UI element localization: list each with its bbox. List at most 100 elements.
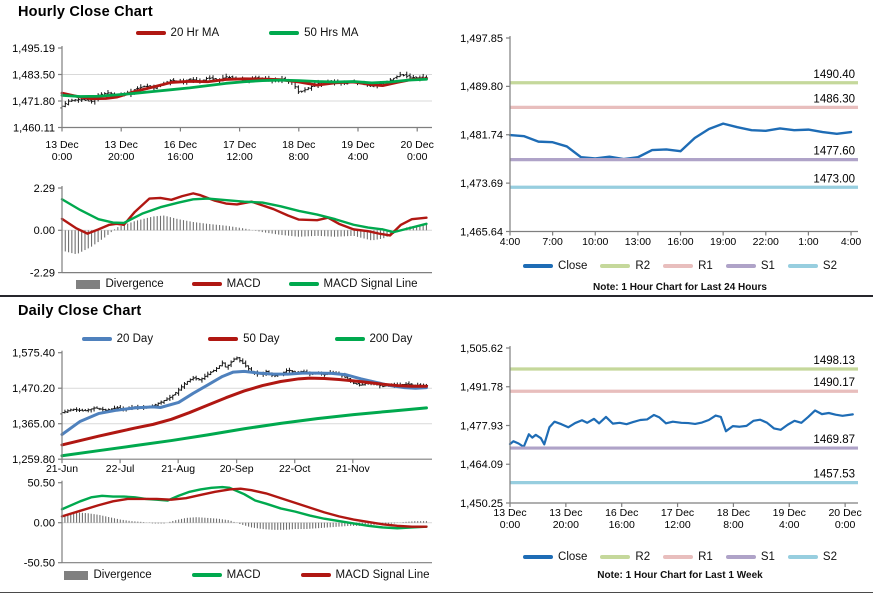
legend-item: MACD Signal Line xyxy=(300,569,430,581)
hourly_macd-plot: 2.29 0.00 -2.29 xyxy=(30,183,432,279)
y-tick-label: 1,365.00 xyxy=(12,419,55,431)
close-line xyxy=(508,122,853,161)
line-swatch-icon xyxy=(191,573,222,577)
y-tick-label: 1,470.20 xyxy=(12,383,55,395)
series-20-hr-ma xyxy=(60,77,428,101)
legend-item: S2 xyxy=(787,551,837,563)
series-20-day xyxy=(60,369,428,436)
y-tick-label: 1,473.69 xyxy=(460,178,503,190)
legend-item: S1 xyxy=(725,260,775,272)
legend-item: 50 Hrs MA xyxy=(269,27,358,39)
x-tick-label: 13 Dec 0:00 xyxy=(493,507,526,531)
note-last-24-hours: Note: 1 Hour Chart for Last 24 Hours xyxy=(593,282,767,293)
legend-label: Divergence xyxy=(93,569,152,581)
legend-item: R1 xyxy=(663,551,713,563)
y-tick-label: 2.29 xyxy=(34,183,55,195)
legend-item: Close xyxy=(523,260,587,272)
x-tick-label: 22:00 xyxy=(753,236,779,248)
legend-label: S1 xyxy=(760,260,775,272)
y-tick-label: 1,491.78 xyxy=(460,382,503,394)
legend-label: MACD xyxy=(226,278,261,290)
x-tick-label: 1:00 xyxy=(798,236,819,248)
line-swatch-icon xyxy=(269,31,300,35)
x-tick-label: 7:00 xyxy=(542,236,563,248)
y-tick-label: 0.00 xyxy=(34,518,55,530)
legend-item: Divergence xyxy=(76,278,164,290)
line-swatch-icon xyxy=(663,264,694,268)
line-swatch-icon xyxy=(191,282,222,286)
hourly-close-chart-title: Hourly Close Chart xyxy=(18,4,153,20)
x-tick-label: 13 Dec 0:00 xyxy=(45,139,78,163)
y-tick-label: 1,497.85 xyxy=(460,33,503,45)
bar-swatch-icon xyxy=(76,279,101,289)
line-swatch-icon xyxy=(663,555,694,559)
line-swatch-icon xyxy=(208,337,239,341)
legend-label: S2 xyxy=(822,551,837,563)
pivot-label-s1: 1469.87 xyxy=(813,434,855,446)
hourly_close-plot: 1,495.19 1,483.50 1,471.80 1,460.11 13 Dec 0:… xyxy=(12,43,434,163)
week-legend: Close R2 R1 S1 S2 xyxy=(500,551,860,563)
x-tick-label: 20 Dec 0:00 xyxy=(401,139,434,163)
x-tick-label: 19 Dec 4:00 xyxy=(773,507,806,531)
x-tick-label: 13 Dec 20:00 xyxy=(549,507,582,531)
pivot-label-r1: 1490.17 xyxy=(813,377,855,389)
x-tick-label: 4:00 xyxy=(841,236,862,248)
y-tick-label: 1,575.40 xyxy=(12,348,55,360)
y-tick-label: 50.50 xyxy=(27,478,55,490)
series-macd xyxy=(60,485,428,530)
x-tick-label: 16 Dec 16:00 xyxy=(605,507,638,531)
bottom-divider xyxy=(0,592,873,593)
series-50-day xyxy=(60,376,428,447)
x-tick-label: 16 Dec 16:00 xyxy=(164,139,197,163)
pivot-label-r2: 1490.40 xyxy=(813,69,855,81)
legend-item: 20 Day xyxy=(81,333,153,345)
legend-item: S2 xyxy=(787,260,837,272)
x-tick-label: 21-Jun xyxy=(46,463,78,475)
legend-item: 20 Hr MA xyxy=(135,27,220,39)
legend-label: MACD Signal Line xyxy=(323,278,418,290)
daily-ma-legend: 20 Day 50 Day 200 Day xyxy=(62,333,432,345)
legend-item: 50 Day xyxy=(208,333,280,345)
series-200-day xyxy=(60,406,428,458)
y-tick-label: 1,465.64 xyxy=(460,226,503,238)
line-swatch-icon xyxy=(300,573,331,577)
x-tick-label: 10:00 xyxy=(582,236,608,248)
x-tick-label: 13 Dec 20:00 xyxy=(105,139,138,163)
x-tick-label: 22-Oct xyxy=(279,463,311,475)
week-plot: 1498.13 1490.17 1469.87 1457.53 1,505.62 1,49… xyxy=(460,343,862,531)
x-tick-label: 4:00 xyxy=(500,236,521,248)
line-swatch-icon xyxy=(334,337,365,341)
line-swatch-icon xyxy=(725,264,756,268)
legend-label: MACD xyxy=(226,569,261,581)
line-swatch-icon xyxy=(787,555,818,559)
legend-item: R2 xyxy=(600,260,650,272)
bar-swatch-icon xyxy=(64,570,89,580)
legend-label: 50 Day xyxy=(243,333,280,345)
legend-label: R1 xyxy=(698,551,713,563)
y-tick-label: -2.29 xyxy=(30,267,55,279)
x-tick-label: 17 Dec 12:00 xyxy=(661,507,694,531)
series-macd-signal-line xyxy=(60,487,428,528)
hourly-ma-legend: 20 Hr MA 50 Hrs MA xyxy=(62,27,432,39)
legend-label: S1 xyxy=(760,551,775,563)
line-swatch-icon xyxy=(600,264,631,268)
y-tick-label: 1,471.80 xyxy=(12,96,55,108)
legend-item: Divergence xyxy=(64,569,152,581)
legend-item: R1 xyxy=(663,260,713,272)
line-swatch-icon xyxy=(523,264,554,268)
x-tick-label: 20 Dec 0:00 xyxy=(828,507,861,531)
y-tick-label: 1,495.19 xyxy=(12,43,55,55)
daily-close-chart-title: Daily Close Chart xyxy=(18,303,142,319)
x-tick-label: 16:00 xyxy=(667,236,693,248)
x-tick-label: 13:00 xyxy=(625,236,651,248)
legend-label: 20 Hr MA xyxy=(170,27,220,39)
series-50-hrs-ma xyxy=(60,77,428,98)
pivot-label-r2: 1498.13 xyxy=(813,355,855,367)
x-tick-label: 18 Dec 8:00 xyxy=(717,507,750,531)
legend-label: Divergence xyxy=(105,278,164,290)
x-tick-label: 19 Dec 4:00 xyxy=(341,139,374,163)
legend-label: R2 xyxy=(635,260,651,272)
